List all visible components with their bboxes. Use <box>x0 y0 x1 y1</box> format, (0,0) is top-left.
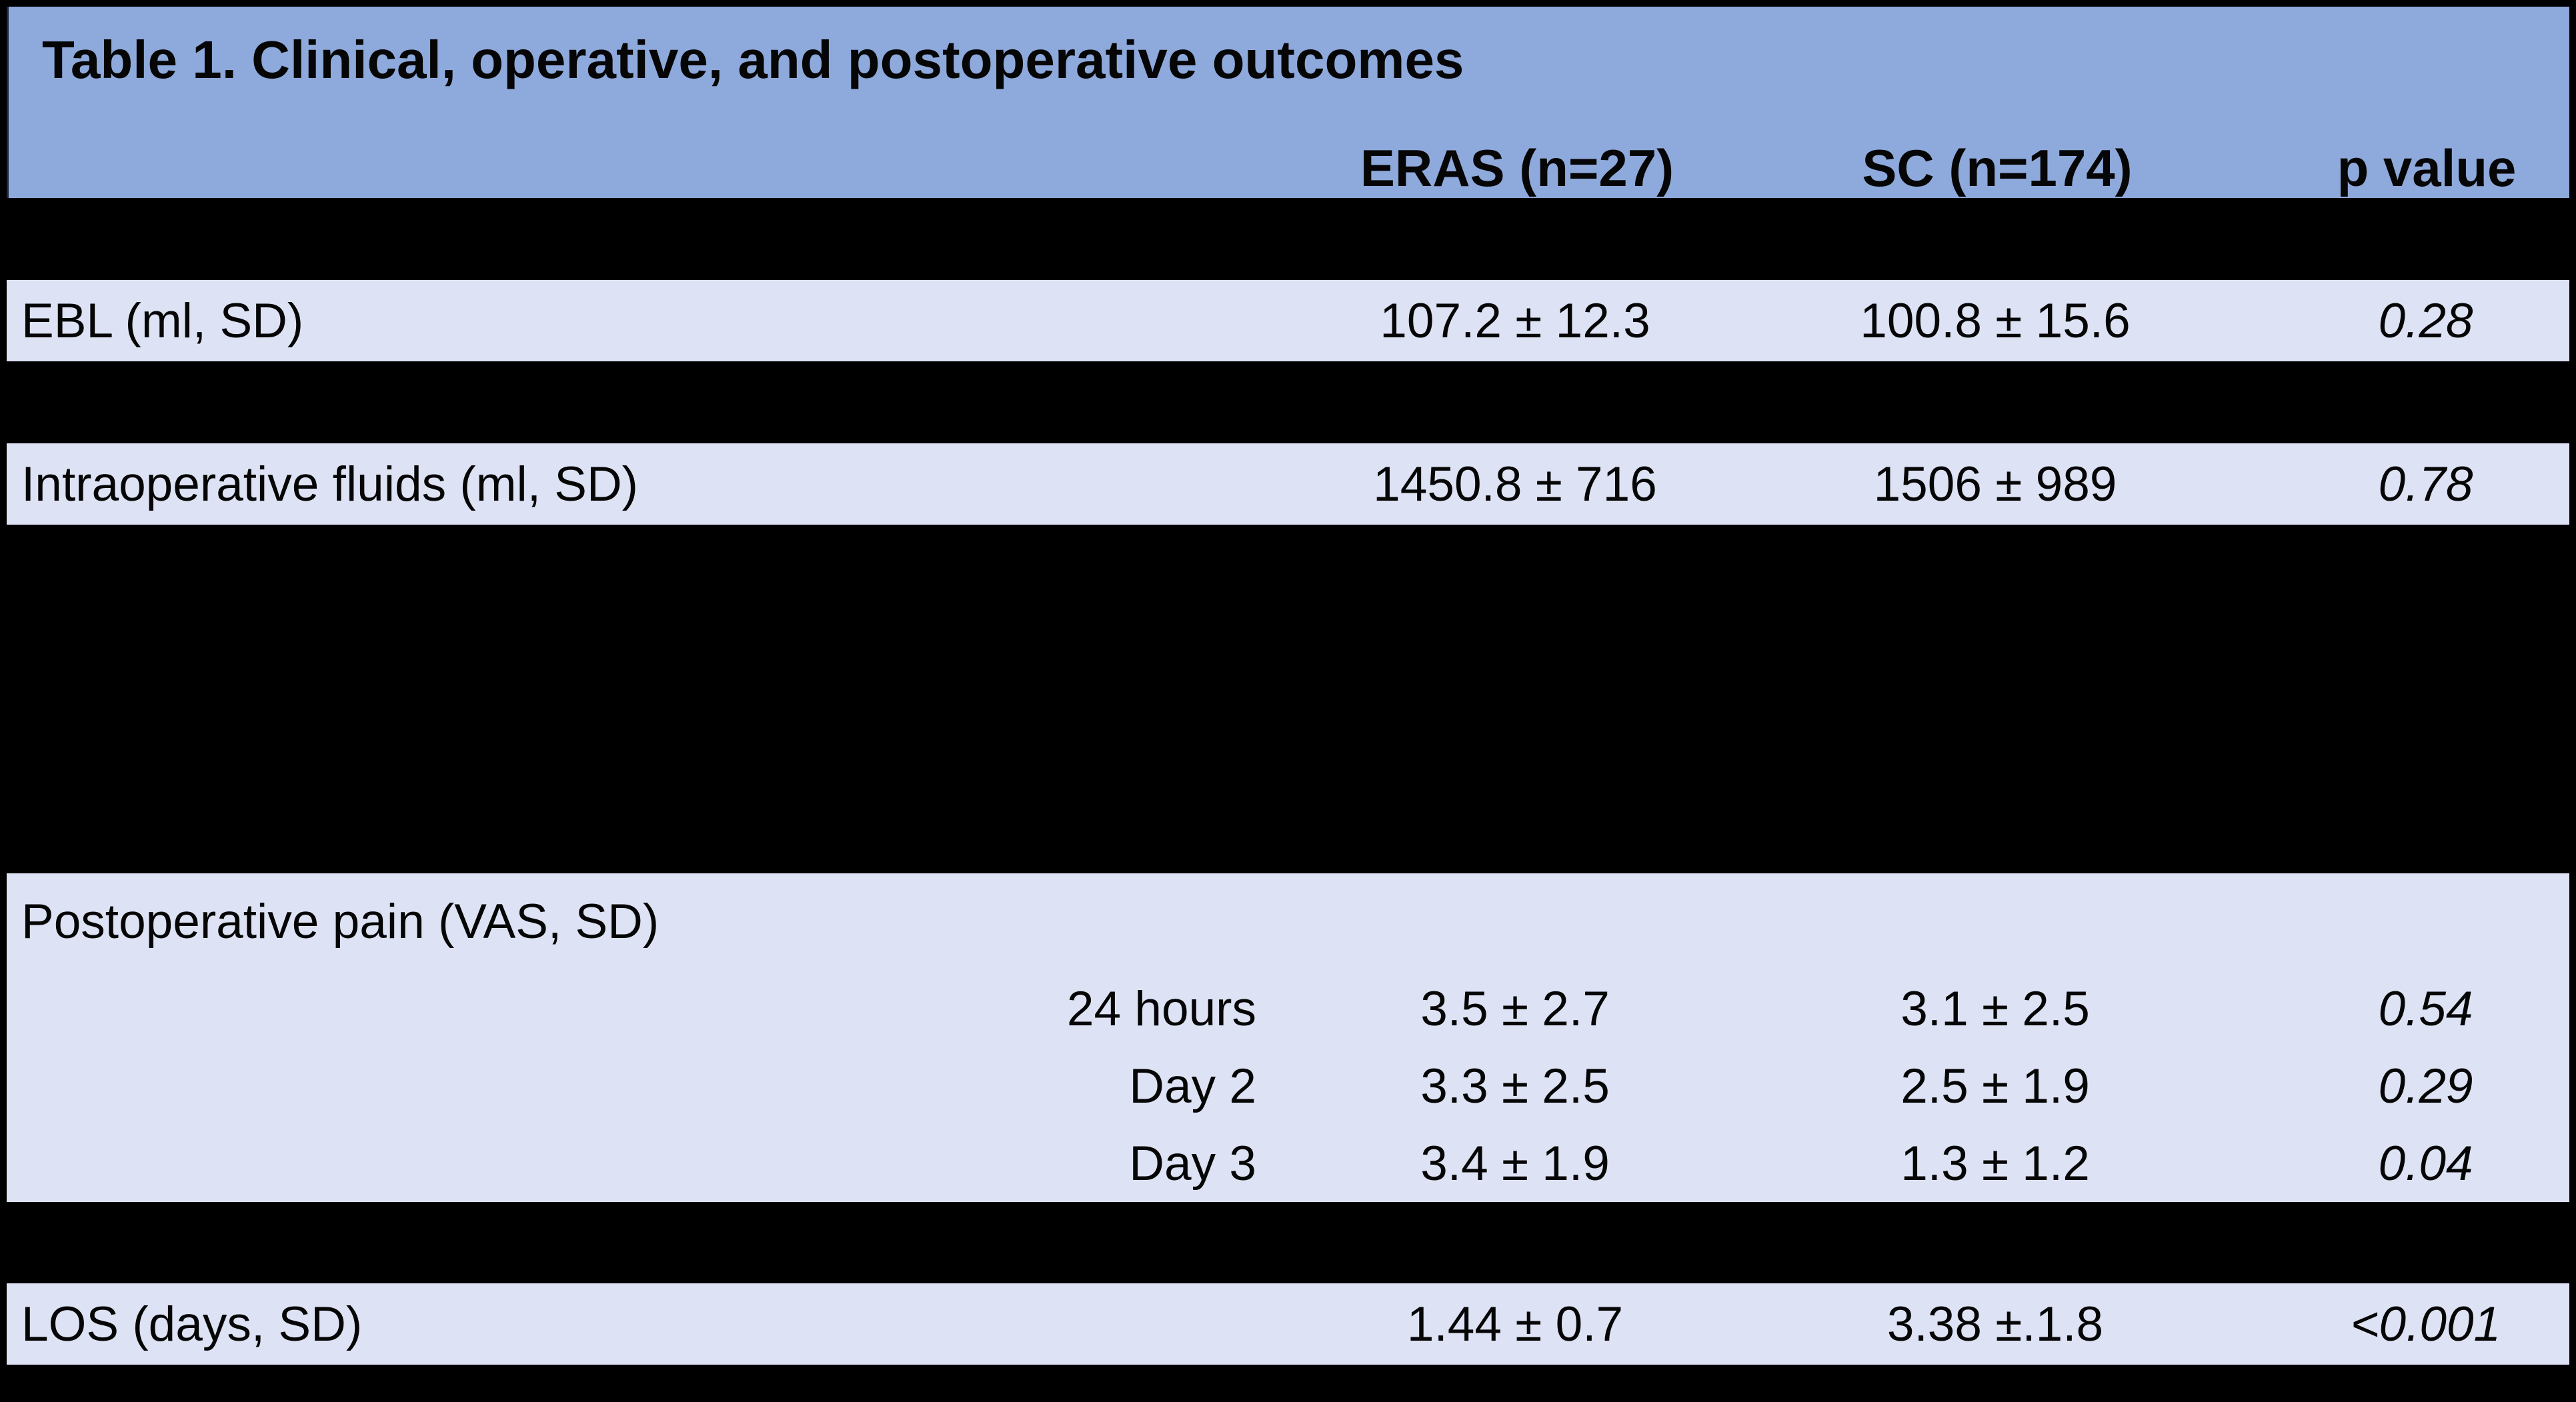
p-value: <0.001 <box>2350 1297 2501 1351</box>
eras-value: 3.4 ± 1.9 <box>1420 1136 1610 1191</box>
sc-value: 100.8 ± 15.6 <box>1860 293 2131 348</box>
eras-value: 107.2 ± 12.3 <box>1380 293 1650 348</box>
sc-value: 2.5 ± 1.9 <box>1900 1059 2090 1113</box>
p-value: 0.28 <box>2378 293 2473 348</box>
row-sublabel: 24 hours <box>1066 981 1256 1036</box>
table-title: Table 1. Clinical, operative, and postop… <box>42 30 1464 89</box>
column-header-row: ERAS (n=27) SC (n=174) p value <box>9 138 2569 197</box>
table-row-pain-24-hours: 24 hours 3.5 ± 2.7 3.1 ± 2.5 0.54 <box>7 970 2569 1047</box>
row-label: LOS (days, SD) <box>21 1297 363 1351</box>
p-value: 0.29 <box>2378 1059 2473 1113</box>
row-label: Postoperative pain (VAS, SD) <box>21 895 660 949</box>
p-value: 0.78 <box>2378 457 2473 511</box>
table-row-pain-day-3: Day 3 3.4 ± 1.9 1.3 ± 1.2 0.04 <box>7 1125 2569 1202</box>
column-header-pvalue: p value <box>2337 139 2517 197</box>
row-label: EBL (ml, SD) <box>21 293 304 348</box>
row-label: Intraoperative fluids (ml, SD) <box>21 457 638 511</box>
table-row-pain-day-2: Day 2 3.3 ± 2.5 2.5 ± 1.9 0.29 <box>7 1047 2569 1125</box>
sc-value: 1506 ± 989 <box>1873 457 2117 511</box>
table-row-ebl: EBL (ml, SD) 107.2 ± 12.3 100.8 ± 15.6 0… <box>7 280 2569 361</box>
column-header-sc: SC (n=174) <box>1862 139 2133 197</box>
column-header-eras: ERAS (n=27) <box>1360 139 1674 197</box>
sc-value: 3.1 ± 2.5 <box>1900 981 2090 1036</box>
table-row-pain-section-label: Postoperative pain (VAS, SD) <box>7 873 2569 970</box>
p-value: 0.54 <box>2378 981 2473 1036</box>
eras-value: 3.3 ± 2.5 <box>1420 1059 1610 1113</box>
p-value: 0.04 <box>2378 1136 2473 1191</box>
eras-value: 1.44 ± 0.7 <box>1406 1297 1624 1351</box>
row-sublabel: Day 2 <box>1129 1059 1256 1113</box>
table-row-los: LOS (days, SD) 1.44 ± 0.7 3.38 ±.1.8 <0.… <box>7 1283 2569 1365</box>
sc-value: 3.38 ±.1.8 <box>1886 1297 2104 1351</box>
row-sublabel: Day 3 <box>1129 1136 1256 1191</box>
eras-value: 3.5 ± 2.7 <box>1420 981 1610 1036</box>
eras-value: 1450.8 ± 716 <box>1373 457 1657 511</box>
sc-value: 1.3 ± 1.2 <box>1900 1136 2090 1191</box>
table-section-postoperative-pain: Postoperative pain (VAS, SD) 24 hours 3.… <box>7 873 2569 1202</box>
table-row-intraoperative-fluids: Intraoperative fluids (ml, SD) 1450.8 ± … <box>7 443 2569 525</box>
table-header-block: Table 1. Clinical, operative, and postop… <box>7 7 2569 198</box>
